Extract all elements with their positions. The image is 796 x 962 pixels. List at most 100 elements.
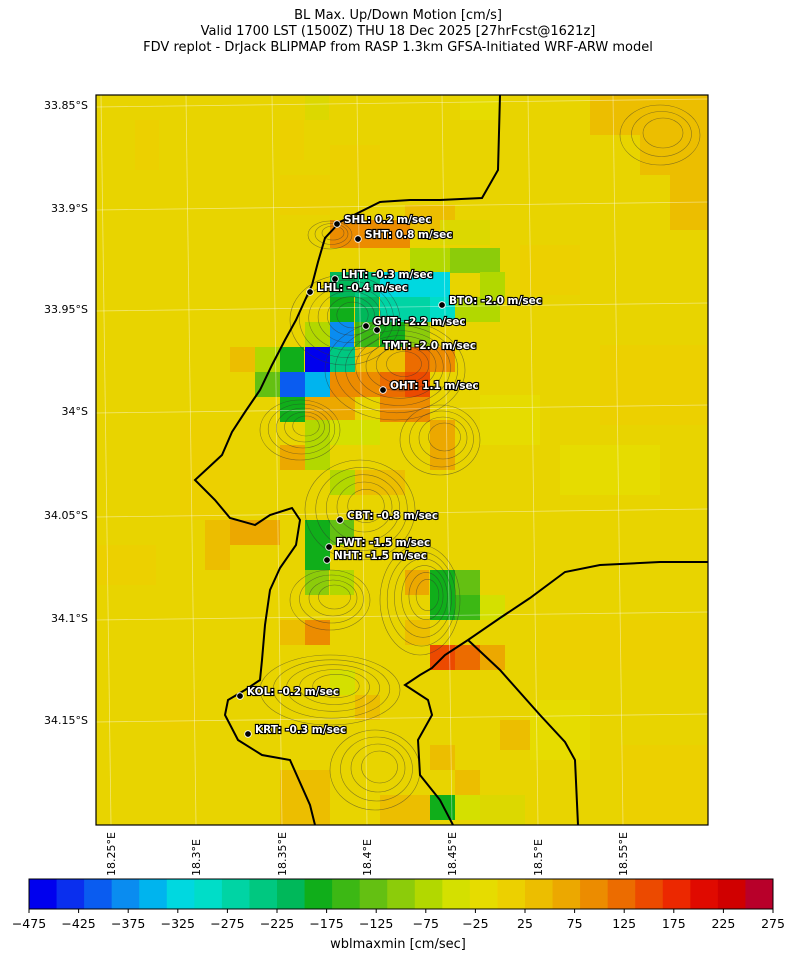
station-label: KOL: -0.2 m/sec [247, 686, 339, 698]
field-cell [430, 745, 455, 770]
colorbar-swatch [139, 879, 168, 909]
contour-line [415, 578, 440, 611]
contour-line [375, 345, 430, 385]
colorbar-swatch [332, 879, 361, 909]
field-cell [255, 347, 280, 372]
field-cell [355, 347, 405, 372]
latitude-line [96, 302, 708, 312]
contour-line [350, 743, 406, 793]
contour-line [379, 544, 461, 656]
field-cell [135, 120, 159, 170]
field-cell [500, 720, 530, 750]
colorbar-tick-label: 25 [517, 916, 533, 931]
longitude-label: 18.55°E [617, 832, 630, 876]
latitude-line [96, 508, 708, 518]
contour-line [272, 659, 391, 719]
field-cell [430, 297, 455, 322]
colorbar-tick-label: −125 [359, 916, 394, 931]
colorbar-tick-label: −75 [412, 916, 439, 931]
longitude-line [527, 95, 539, 825]
colorbar-tick-label: −325 [160, 916, 195, 931]
latitude-line [96, 611, 708, 621]
station-label: SHT: 0.8 m/sec [365, 229, 452, 241]
colorbar-tick-label: −175 [309, 916, 344, 931]
field-cell [280, 372, 305, 397]
contour-line [340, 736, 413, 802]
colorbar-swatch [84, 879, 113, 909]
field-cell [380, 272, 450, 297]
field-cell [305, 620, 330, 645]
latitude-label: 34.05°S [44, 509, 88, 522]
field-cell [405, 570, 429, 595]
colorbar-tick-label: −275 [210, 916, 245, 931]
contour-line [315, 466, 408, 551]
longitude-line [185, 95, 197, 825]
field-cell [600, 345, 708, 425]
station-label: GUT: -2.2 m/sec [373, 316, 466, 328]
field-cell [305, 372, 330, 397]
contour-line [642, 117, 684, 149]
contour-line [619, 104, 701, 166]
field-cell [430, 420, 455, 470]
field-cell [280, 175, 330, 215]
field-cell [450, 248, 500, 273]
contour-line [394, 558, 452, 638]
colorbar-tick-label: 275 [761, 916, 785, 931]
field-cell [455, 595, 480, 620]
field-cell [455, 645, 480, 670]
colorbar-tick-label: 175 [661, 916, 686, 931]
field-cell [205, 520, 230, 570]
station-label: NHT: -1.5 m/sec [334, 550, 427, 562]
colorbar-swatch [56, 879, 85, 909]
contour-line [386, 351, 422, 377]
station-label: LHL: -0.4 m/sec [317, 282, 408, 294]
longitude-label: 18.25°E [105, 832, 118, 876]
contour-line [408, 572, 444, 620]
colorbar-tick-label: 125 [612, 916, 637, 931]
contour-line [314, 223, 349, 245]
field-cell [280, 347, 304, 372]
field-cell [430, 347, 455, 372]
colorbar-swatch [249, 879, 278, 909]
latitude-label: 34°S [61, 405, 88, 418]
colorbar-swatch [221, 879, 250, 909]
station-label: LHT: -0.3 m/sec [342, 269, 433, 281]
station-marker [236, 692, 244, 700]
longitude-label: 18.4°E [361, 839, 374, 876]
station-marker [438, 301, 446, 309]
latitude-line [96, 713, 708, 723]
field-cell [96, 545, 156, 585]
colorbar-swatch [497, 879, 526, 909]
contour-line [259, 654, 401, 726]
title-line-2: Valid 1700 LST (1500Z) THU 18 Dec 2025 [… [200, 24, 596, 39]
field-cell [280, 620, 305, 645]
latitude-line [96, 98, 708, 108]
terrain-contours [259, 104, 701, 811]
field-cell [330, 322, 354, 347]
field-cell [230, 347, 255, 372]
contour-line [334, 324, 459, 414]
field-cell [330, 470, 355, 495]
field-cell [330, 145, 380, 170]
contour-line [631, 111, 692, 157]
contour-line [327, 296, 375, 336]
latitude-label: 34.15°S [44, 714, 88, 727]
longitude-label: 18.5°E [532, 839, 545, 876]
field-cell [520, 245, 580, 295]
colorbar-swatch [387, 879, 416, 909]
field-cell [480, 395, 540, 445]
contour-line [336, 301, 369, 329]
contour-line [409, 410, 474, 468]
contour-line [336, 481, 393, 533]
station-label: FWT: -1.5 m/sec [336, 537, 430, 549]
colorbar-tick-label: −225 [259, 916, 295, 931]
colorbar-swatch [304, 879, 333, 909]
contour-line [308, 285, 388, 351]
station-marker [373, 326, 381, 334]
field-cell [455, 795, 480, 820]
contour-line [386, 551, 457, 647]
field-cell [330, 372, 380, 397]
field-cell [405, 347, 430, 372]
contour-line [318, 584, 351, 610]
